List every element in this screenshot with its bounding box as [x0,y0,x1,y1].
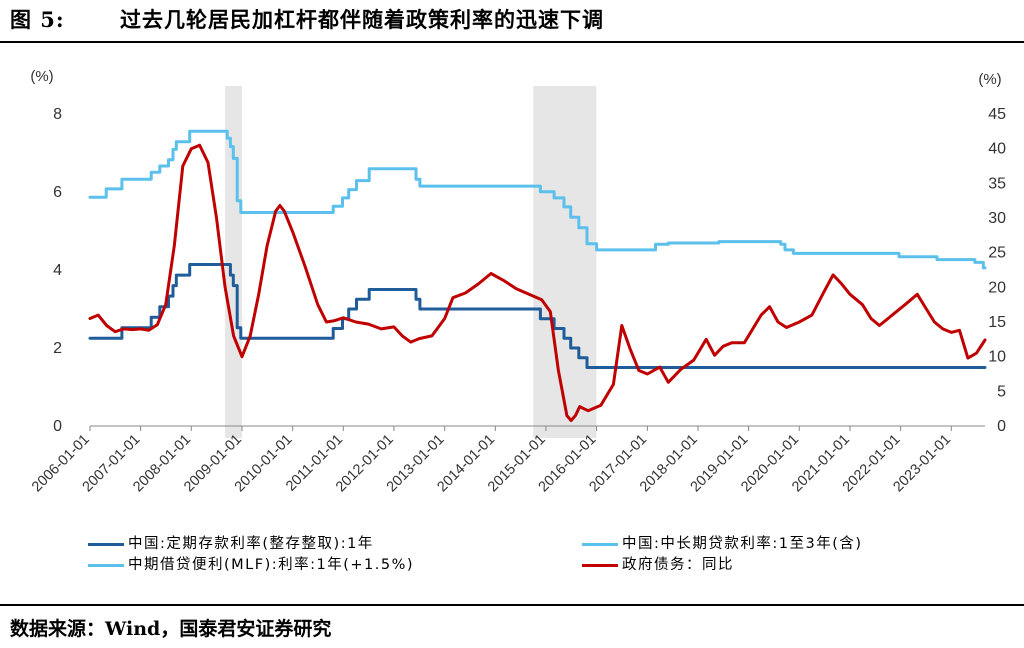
series-line-2 [88,129,987,270]
series-line-1 [88,263,987,369]
top-rule [0,41,1024,43]
legend-swatch-2 [582,542,618,546]
right-tick-label: 30 [988,210,1006,227]
right-tick-label: 20 [988,279,1006,296]
right-axis-unit: (%) [978,71,1001,88]
legend-item-4: 政府债务：同比 [582,553,734,574]
shaded-period-2 [533,86,597,438]
shaded-periods [225,86,597,438]
legend-label-2: 中国:中长期贷款利率:1至3年(含) [622,536,863,552]
figure-title-text: 过去几轮居民加杠杆都伴随着政策利率的迅速下调 [120,7,604,32]
series-line-4 [88,143,987,422]
right-tick-label: 40 [988,141,1006,158]
bottom-rule [0,604,1024,606]
right-tick-label: 35 [988,175,1006,192]
right-tick-label: 45 [988,106,1006,123]
left-tick-label: 0 [53,418,62,435]
right-tick-label: 25 [988,245,1006,262]
legend-swatch-1 [88,542,124,546]
legend-label-1: 中国:定期存款利率(整存整取):1年 [128,536,374,552]
right-tick-label: 10 [988,349,1006,366]
figure-title: 图 5: 过去几轮居民加杠杆都伴随着政策利率的迅速下调 [10,4,604,34]
legend-item-3: 中期借贷便利(MLF):利率:1年(+1.5%) [88,553,414,574]
right-tick-label: 5 [997,383,1006,400]
left-tick-label: 2 [53,340,62,357]
legend-swatch-4 [582,563,618,567]
left-tick-label: 8 [53,106,62,123]
left-tick-label: 6 [53,184,62,201]
figure-number: 图 5: [10,7,65,32]
source-note: 数据来源：Wind，国泰君安证券研究 [10,618,332,640]
left-axis-unit: (%) [30,68,53,85]
left-tick-label: 4 [53,262,62,279]
legend-label-3: 中期借贷便利(MLF):利率:1年(+1.5%) [128,557,415,573]
legend-item-1: 中国:定期存款利率(整存整取):1年 [88,532,374,553]
right-tick-label: 15 [988,314,1006,331]
legend-label-4: 政府债务：同比 [622,557,734,573]
legend-item-2: 中国:中长期贷款利率:1至3年(含) [582,532,863,553]
series-lines [88,129,987,422]
legend-swatch-3 [88,563,124,567]
right-tick-label: 0 [997,418,1006,435]
